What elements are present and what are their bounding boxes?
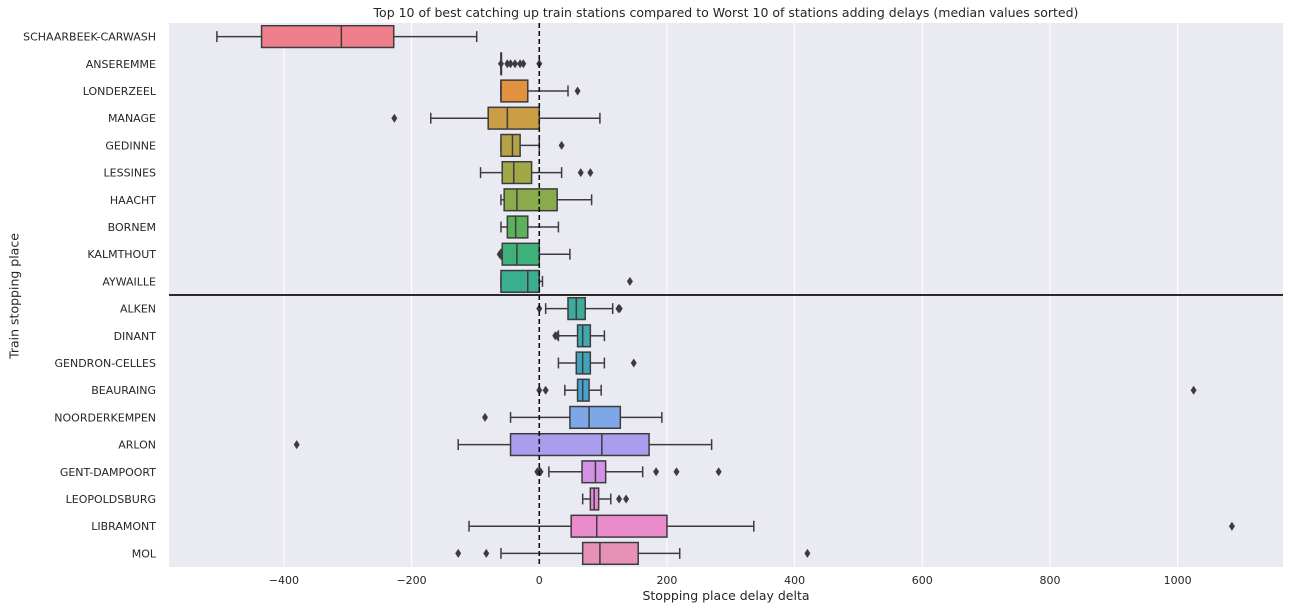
box-iqr bbox=[500, 133, 521, 158]
outlier-point bbox=[574, 86, 581, 96]
y-axis-label: Train stopping place bbox=[6, 233, 22, 359]
outlier-point bbox=[623, 494, 630, 504]
box-kalmthout bbox=[496, 242, 571, 266]
y-tick-label: AYWAILLE bbox=[102, 275, 156, 288]
outlier-point bbox=[1190, 385, 1197, 395]
y-tick-label: LONDERZEEL bbox=[83, 85, 157, 98]
y-tick-label: GENDRON-CELLES bbox=[55, 357, 157, 370]
box-iqr bbox=[487, 106, 541, 130]
box-iqr bbox=[500, 269, 541, 294]
outlier-point bbox=[507, 59, 514, 69]
outlier-point bbox=[630, 358, 637, 368]
outlier-point bbox=[616, 304, 623, 314]
box-leopoldsburg bbox=[581, 487, 630, 511]
outlier-point bbox=[626, 276, 633, 286]
box-londerzeel bbox=[500, 79, 581, 103]
x-tick-label: 600 bbox=[912, 574, 933, 587]
box-bornem bbox=[500, 215, 560, 239]
x-tick-label: 1000 bbox=[1164, 574, 1192, 587]
x-tick-label: 200 bbox=[656, 574, 677, 587]
y-tick-label: DINANT bbox=[114, 330, 157, 343]
x-tick-label: −400 bbox=[269, 574, 299, 587]
box-lessines bbox=[479, 160, 594, 185]
outlier-point bbox=[804, 548, 811, 558]
outlier-point bbox=[391, 113, 398, 123]
box-iqr bbox=[501, 160, 533, 185]
outlier-point bbox=[673, 467, 680, 477]
y-tick-label: NOORDERKEMPEN bbox=[54, 411, 156, 424]
box-gendron-celles bbox=[557, 351, 637, 375]
outlier-point bbox=[512, 59, 519, 69]
outlier-point bbox=[554, 331, 561, 341]
x-tick-label: 0 bbox=[536, 574, 543, 587]
y-tick-label: GEDINNE bbox=[105, 139, 156, 152]
outlier-point bbox=[482, 412, 489, 422]
outlier-point bbox=[616, 494, 623, 504]
y-tick-label: LEOPOLDSBURG bbox=[66, 493, 156, 506]
y-tick-label: BORNEM bbox=[108, 221, 156, 234]
box-iqr bbox=[569, 405, 622, 430]
box-dinant bbox=[552, 324, 606, 348]
outlier-point bbox=[455, 548, 462, 558]
y-tick-label: HAACHT bbox=[110, 194, 156, 207]
y-tick-label: MOL bbox=[132, 547, 157, 560]
box-iqr bbox=[503, 188, 558, 212]
box-gedinne bbox=[500, 133, 565, 158]
box-mol bbox=[455, 541, 811, 566]
y-tick-label: KALMTHOUT bbox=[87, 248, 156, 261]
outlier-point bbox=[483, 548, 490, 558]
x-tick-label: 800 bbox=[1039, 574, 1060, 587]
outlier-point bbox=[517, 59, 524, 69]
outlier-point bbox=[587, 168, 594, 178]
box-anseremme bbox=[497, 52, 543, 76]
outlier-point bbox=[520, 59, 527, 69]
x-tick-label: −200 bbox=[396, 574, 426, 587]
outlier-point bbox=[536, 304, 543, 314]
outlier-point bbox=[577, 168, 584, 178]
outlier-point bbox=[497, 59, 504, 69]
box-gent-dampoort bbox=[534, 460, 722, 484]
box-iqr bbox=[500, 79, 529, 103]
box-beauraing bbox=[536, 378, 1197, 402]
x-axis-label: Stopping place delay delta bbox=[642, 588, 810, 603]
outlier-point bbox=[504, 59, 511, 69]
y-tick-label: MANAGE bbox=[108, 112, 156, 125]
box-noorderkempen bbox=[482, 405, 663, 430]
y-tick-label: ANSEREMME bbox=[86, 58, 156, 71]
box-iqr bbox=[570, 514, 668, 538]
x-tick-label: 400 bbox=[784, 574, 805, 587]
box-iqr bbox=[581, 460, 607, 484]
outlier-point bbox=[496, 249, 503, 259]
box-iqr bbox=[576, 324, 592, 348]
box-alken bbox=[536, 296, 623, 321]
box-arlon bbox=[293, 432, 713, 457]
outlier-point bbox=[293, 440, 300, 450]
outlier-point bbox=[536, 385, 543, 395]
box-haacht bbox=[500, 188, 593, 212]
y-tick-label: SCHAARBEEK-CARWASH bbox=[23, 31, 156, 44]
y-tick-label: ALKEN bbox=[120, 303, 156, 316]
outlier-point bbox=[542, 385, 549, 395]
chart-title: Top 10 of best catching up train station… bbox=[373, 5, 1079, 20]
box-iqr bbox=[581, 541, 639, 566]
box-iqr bbox=[501, 242, 541, 266]
y-tick-label: GENT-DAMPOORT bbox=[60, 466, 156, 479]
y-tick-label: LIBRAMONT bbox=[91, 520, 156, 533]
y-tick-label: LESSINES bbox=[104, 167, 156, 180]
y-tick-label: ARLON bbox=[118, 439, 156, 452]
box-iqr bbox=[509, 432, 650, 457]
box-schaarbeek-carwash bbox=[216, 24, 478, 49]
box-manage bbox=[391, 106, 601, 130]
y-tick-label: BEAURAING bbox=[91, 384, 156, 397]
box-libramont bbox=[468, 514, 1235, 538]
outlier-point bbox=[653, 467, 660, 477]
box-iqr bbox=[506, 215, 529, 239]
box-iqr bbox=[260, 24, 395, 49]
outlier-point bbox=[558, 140, 565, 150]
outlier-point bbox=[1228, 521, 1235, 531]
outlier-point bbox=[715, 467, 722, 477]
